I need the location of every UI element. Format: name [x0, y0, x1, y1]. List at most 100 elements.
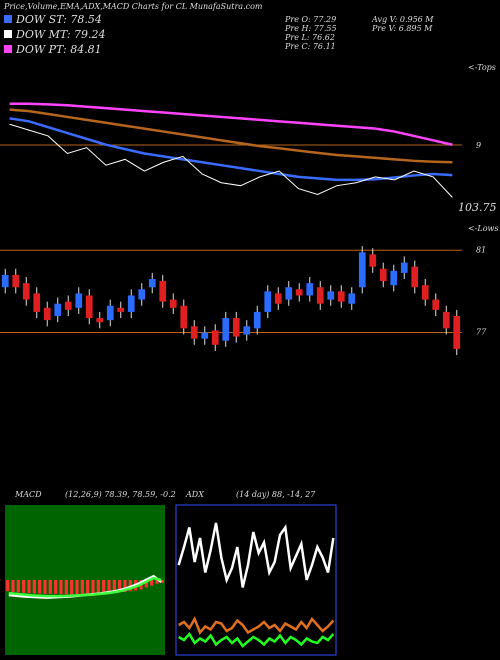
legend-swatch — [4, 15, 12, 23]
candle-body — [348, 293, 356, 304]
candle-body — [169, 299, 177, 308]
candle-body — [274, 293, 282, 304]
series-line — [177, 522, 335, 588]
histogram-bar — [27, 580, 31, 594]
candle-body — [306, 283, 314, 296]
candle-body — [54, 303, 62, 317]
info-text: Pre C: 76.11 — [284, 42, 336, 51]
candle-body — [327, 291, 335, 300]
candle-body — [421, 285, 429, 300]
panel-title: MACD — [14, 490, 42, 499]
candle-body — [453, 316, 461, 349]
y-tick-label: 77 — [476, 327, 487, 336]
histogram-bar — [160, 580, 164, 583]
price-label: 103.75 — [458, 201, 497, 214]
candle-body — [390, 270, 398, 286]
histogram-bar — [64, 580, 68, 595]
candle-body — [33, 293, 41, 312]
candle-body — [264, 291, 272, 312]
panel-border — [175, 504, 337, 656]
histogram-bar — [155, 580, 159, 584]
candle-body — [43, 307, 51, 321]
series-line — [9, 117, 453, 182]
candle-body — [96, 318, 104, 323]
legend-label: DOW MT: 79.24 — [15, 28, 106, 41]
candle-body — [117, 307, 125, 312]
candle-body — [138, 289, 146, 300]
series-line — [9, 123, 453, 198]
candle-body — [243, 326, 251, 335]
histogram-bar — [59, 580, 63, 595]
candle-body — [358, 252, 366, 288]
histogram-bar — [70, 580, 74, 595]
candle-body — [411, 266, 419, 288]
candle-body — [106, 305, 114, 321]
histogram-bar — [48, 580, 52, 594]
info-text: Pre H: 77.55 — [284, 24, 337, 33]
histogram-bar — [118, 580, 122, 593]
candle-body — [295, 289, 303, 296]
candle-body — [232, 318, 240, 337]
panel-subtitle: (12,26,9) 78.39, 78.59, -0.2 — [65, 490, 176, 499]
histogram-bar — [16, 580, 20, 593]
panel-subtitle: (14 day) 88, -14, 27 — [236, 490, 316, 499]
histogram-bar — [91, 580, 95, 594]
histogram-bar — [75, 580, 79, 595]
panel-bg — [5, 505, 165, 655]
histogram-bar — [96, 580, 100, 594]
series-line — [9, 102, 453, 146]
legend-swatch — [4, 30, 12, 38]
candle-body — [127, 295, 135, 312]
candle-body — [337, 291, 345, 302]
series-line — [178, 631, 335, 648]
histogram-bar — [32, 580, 36, 594]
histogram-bar — [22, 580, 26, 593]
candle-body — [442, 311, 450, 329]
legend-label: DOW ST: 78.54 — [15, 13, 102, 26]
histogram-bar — [150, 580, 154, 586]
candle-body — [253, 311, 261, 329]
candle-body — [400, 262, 408, 273]
candle-body — [222, 318, 230, 341]
candle-body — [64, 301, 72, 310]
histogram-bar — [86, 580, 90, 594]
candle-body — [190, 326, 198, 339]
candle-body — [85, 295, 93, 319]
histogram-bar — [11, 580, 15, 592]
chart-title: Price,Volume,EMA,ADX,MACD Charts for CL … — [3, 2, 263, 11]
y-tick-label: 81 — [476, 245, 486, 254]
candle-body — [1, 274, 9, 288]
series-line — [178, 616, 335, 635]
candle-body — [379, 268, 387, 282]
lows-label: <-Lows — [468, 224, 499, 233]
candle-body — [285, 287, 293, 300]
panel-title: ADX — [185, 490, 204, 499]
histogram-bar — [107, 580, 111, 594]
info-text: Pre V: 6.895 M — [371, 24, 433, 33]
candle-body — [432, 299, 440, 310]
candle-body — [180, 305, 188, 329]
histogram-bar — [144, 580, 148, 588]
candle-body — [201, 332, 209, 339]
histogram-bar — [54, 580, 58, 594]
series-line — [8, 576, 162, 598]
info-text: Pre L: 76.62 — [284, 33, 335, 42]
candle-body — [369, 254, 377, 267]
candle-body — [148, 279, 156, 288]
histogram-bar — [102, 580, 106, 594]
candle-body — [12, 274, 20, 288]
candle-body — [211, 330, 219, 345]
tops-label: <-Tops — [468, 63, 496, 72]
candle-body — [159, 281, 167, 302]
candle-body — [75, 293, 83, 308]
histogram-bar — [6, 580, 10, 592]
histogram-bar — [112, 580, 116, 593]
histogram-bar — [123, 580, 127, 592]
candle-body — [316, 287, 324, 304]
candle-body — [22, 283, 30, 300]
histogram-bar — [80, 580, 84, 594]
histogram-bar — [43, 580, 47, 594]
series-line — [9, 108, 453, 164]
info-text: Pre O: 77.29 — [284, 15, 336, 24]
